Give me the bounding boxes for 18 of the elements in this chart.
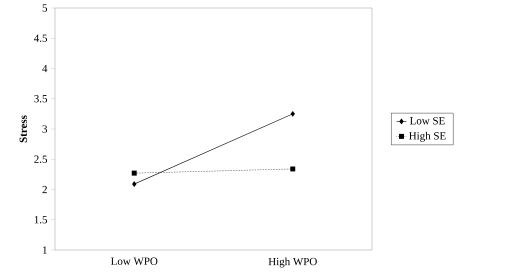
y-tick-label: 3 (42, 125, 48, 133)
y-tick-label: 4.5 (34, 34, 48, 42)
y-tick-label: 2 (42, 186, 47, 194)
y-tick-label: 1 (42, 246, 47, 254)
point (290, 166, 296, 172)
point (132, 170, 137, 176)
y-axis-title: Stress (20, 115, 27, 142)
y-tick-label: 2.5 (34, 156, 48, 163)
y-tick-label: 5 (42, 4, 48, 12)
x-tick-label: High WPO (268, 258, 317, 268)
y-tick-label: 1.5 (34, 216, 48, 224)
point (132, 181, 136, 187)
legend-label: High SE (409, 132, 446, 142)
y-tick-label: 3.5 (34, 95, 48, 102)
x-tick-label: Low WPO (110, 258, 158, 265)
legend-label: Low SE (410, 117, 445, 124)
point (290, 111, 295, 117)
y-tick-label: 4 (42, 64, 48, 72)
